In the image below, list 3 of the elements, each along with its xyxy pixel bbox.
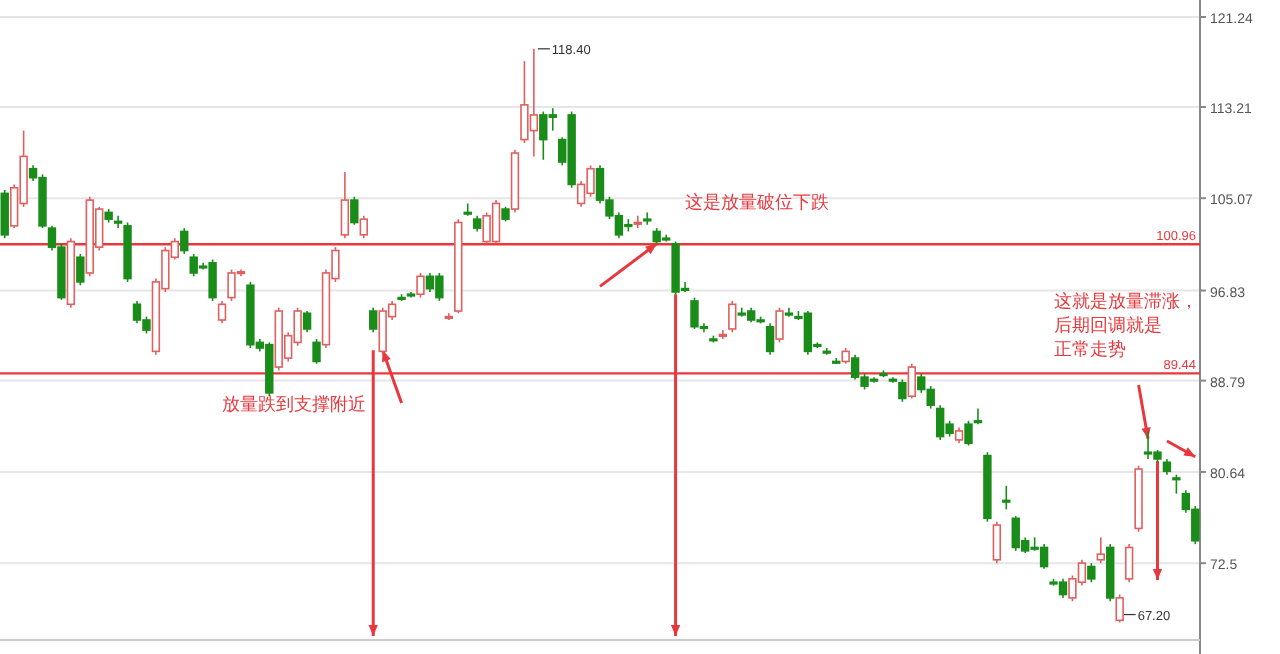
- annotation: 这就是放量滞涨，后期回调就是正常走势: [1053, 290, 1198, 359]
- annotation: 放量跌到支撑附近: [222, 393, 367, 414]
- annotation: 这是放量破位下跌: [685, 191, 830, 212]
